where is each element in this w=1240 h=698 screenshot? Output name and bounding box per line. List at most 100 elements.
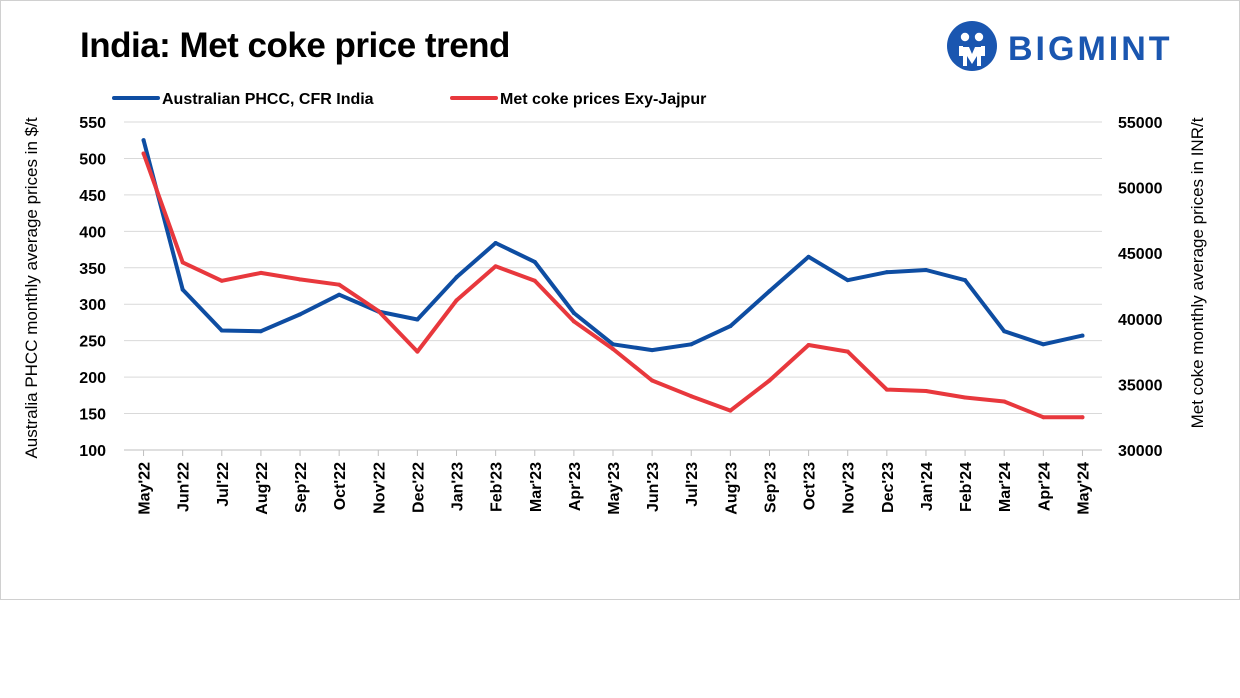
series-lines [141,138,1085,420]
x-tick-label: Jun'22 [176,462,193,512]
x-tick-label: Sep'22 [293,462,310,513]
left-tick-label: 550 [79,115,106,132]
right-tick-label: 55000 [1118,115,1163,132]
left-tick-label: 100 [79,443,106,460]
x-tick-label: Oct'23 [802,462,819,510]
x-tick-label: Apr'23 [567,462,584,511]
data-point [689,394,694,399]
data-point [571,310,576,315]
data-point [806,343,811,348]
right-tick-label: 40000 [1118,312,1163,329]
data-point [884,270,889,275]
data-point [532,278,537,283]
bigmint-logo-icon [947,21,997,71]
data-point [1002,329,1007,334]
data-point [415,317,420,322]
left-tick-label: 250 [79,334,106,351]
x-tick-label: Nov'23 [841,462,858,514]
data-point [180,260,185,265]
data-point [689,342,694,347]
data-point [611,346,615,351]
left-tick-label: 300 [79,297,106,314]
right-tick-label: 45000 [1118,246,1163,263]
data-point [258,270,263,275]
left-axis-title: Australia PHCC monthly average prices in… [22,117,41,458]
data-point [219,328,224,333]
x-tick-label: Dec'22 [410,462,427,513]
data-point [767,378,772,383]
x-tick-label: Dec'23 [880,462,897,513]
data-point [258,329,263,334]
data-point [376,308,381,313]
data-point [963,278,968,283]
x-tick-label: Aug'23 [723,462,740,515]
data-point [884,387,889,392]
data-point [923,267,928,272]
right-tick-label: 50000 [1118,181,1163,198]
left-axis-ticks: 100 150 200 250 300 350 400 450 500 550 [79,115,106,460]
gridlines [124,121,1102,451]
data-point [845,349,850,354]
x-tick-label: Feb'23 [489,462,506,512]
x-tick-label: Aug'22 [254,462,271,515]
right-tick-label: 35000 [1118,377,1163,394]
data-point [337,292,342,297]
x-tick-label: Apr'24 [1036,462,1053,511]
data-point [571,319,576,324]
data-point [1080,415,1085,420]
x-tick-label: Jun'23 [645,462,662,512]
series-line-phcc [141,138,1085,353]
legend: Australian PHCC, CFR India Met coke price… [112,91,706,108]
data-point [493,264,498,269]
data-point [454,275,459,280]
x-tick-label: Feb'24 [958,462,975,512]
data-point [454,298,459,303]
x-tick-label: Nov'22 [371,462,388,514]
data-point [493,240,498,245]
right-axis-title: Met coke monthly average prices in INR/t [1188,117,1207,428]
x-tick-label: Jul'22 [215,462,232,507]
x-tick-label: Mar'24 [997,462,1014,512]
left-tick-label: 400 [79,224,106,241]
x-tick-label: May'22 [137,462,154,515]
right-tick-label: 30000 [1118,443,1163,460]
data-point [728,324,733,329]
x-tick-label: Sep'23 [762,462,779,513]
x-tick-label: Jul'23 [684,462,701,507]
legend-label: Australian PHCC, CFR India [162,91,374,108]
data-point [806,254,811,259]
data-point [1080,333,1085,338]
data-point [650,378,655,383]
x-tick-label: Jan'23 [450,462,467,511]
chart-frame [0,0,1240,600]
data-point [532,259,537,264]
data-point [611,342,615,347]
data-point [141,151,146,156]
data-point [728,408,733,413]
brand-logo: BIGMINT [946,16,1206,78]
data-point [141,138,146,143]
series-line-met-coke [141,151,1085,420]
left-tick-label: 350 [79,261,106,278]
legend-label: Met coke prices Exy-Jajpur [500,91,706,108]
right-axis-ticks: 30000 35000 40000 45000 50000 55000 [1118,115,1163,460]
x-tick-label: May'23 [606,462,623,515]
data-point [650,348,655,353]
x-tick-label: Mar'23 [528,462,545,512]
x-tick-label: Oct'22 [332,462,349,510]
data-point [180,287,185,292]
left-tick-label: 150 [79,407,106,424]
left-tick-label: 200 [79,370,106,387]
data-point [845,278,850,283]
data-point [219,278,224,283]
x-axis-ticks: May'22 Jun'22 Jul'22 Aug'22 Sep'22 Oct'22 Nov'… [124,449,1102,515]
data-point [415,349,420,354]
data-point [963,395,968,400]
data-point [298,277,303,282]
x-tick-label: May'24 [1075,462,1092,515]
data-point [1041,342,1046,347]
data-point [298,312,303,317]
left-tick-label: 500 [79,151,106,168]
brand-name: BIGMINT [1008,30,1173,68]
